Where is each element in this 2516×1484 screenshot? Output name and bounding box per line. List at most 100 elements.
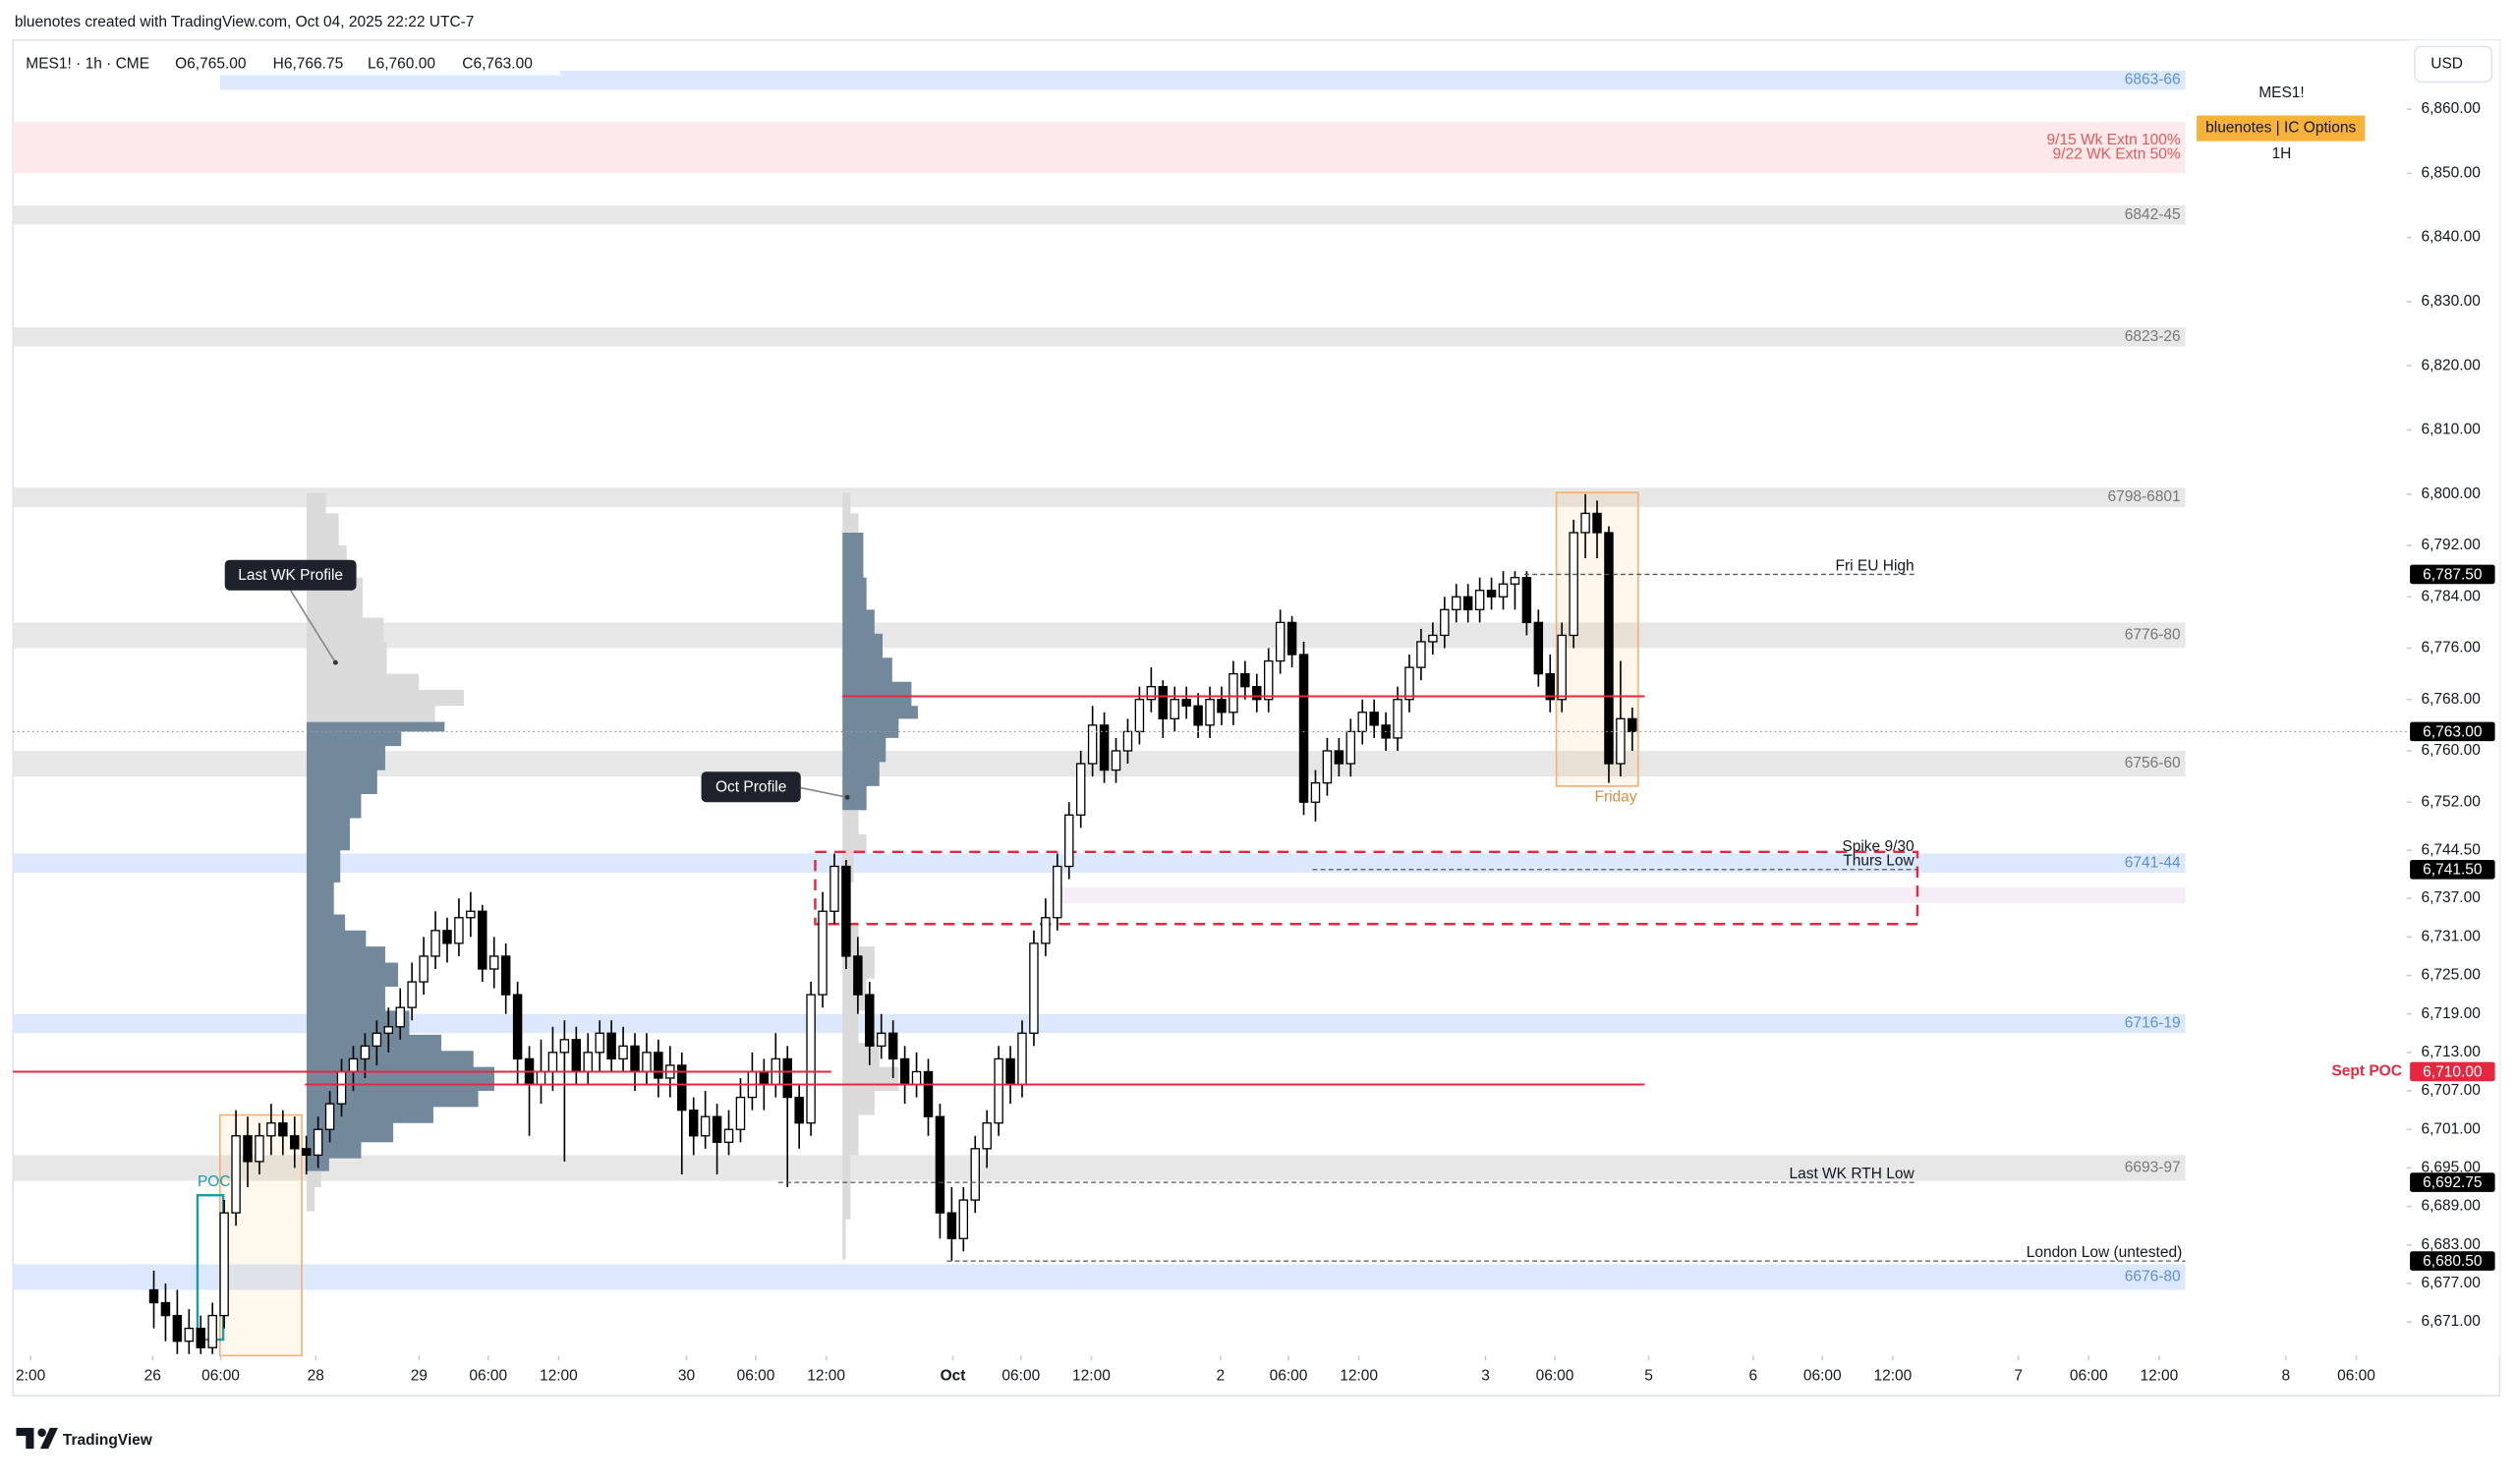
x-tick-label: 12:00 xyxy=(2141,1368,2179,1385)
candle-body xyxy=(160,1301,171,1317)
profile-oct-lower xyxy=(842,810,899,1260)
x-tick-label: 6 xyxy=(1748,1368,1757,1385)
candle-body xyxy=(536,1070,546,1086)
candle-body xyxy=(1193,705,1203,726)
x-tick-label: 2 xyxy=(1216,1368,1225,1385)
x-tick-label: 12:00 xyxy=(540,1368,578,1385)
candle-body xyxy=(172,1314,183,1342)
y-tick-label: 6,695.00 xyxy=(2422,1160,2482,1176)
candle-body xyxy=(1181,699,1191,707)
candle-body xyxy=(1217,699,1227,713)
watermark-badge xyxy=(2196,115,2366,142)
x-tick-label: 12:00 xyxy=(807,1368,845,1385)
zone-label: 6756-60 xyxy=(2125,755,2181,771)
zone xyxy=(219,70,2186,90)
x-tick-label: 3 xyxy=(1481,1368,1490,1385)
y-tick-label: 6,810.00 xyxy=(2422,422,2482,438)
candle-body xyxy=(1334,750,1344,765)
candle-body xyxy=(1393,699,1402,739)
x-tick-label: 06:00 xyxy=(469,1368,507,1385)
candle-body xyxy=(1017,1032,1027,1086)
y-tick-label: 6,752.00 xyxy=(2422,793,2482,810)
candle-body xyxy=(313,1128,323,1157)
candle-body xyxy=(1416,641,1426,668)
price-box xyxy=(2410,1061,2495,1082)
x-tick-label: 2:00 xyxy=(16,1368,46,1385)
candle-body xyxy=(301,1148,312,1157)
level-label: Spike 9/30 xyxy=(1842,838,1915,855)
candle-body xyxy=(1053,865,1062,919)
y-tick-label: 6,689.00 xyxy=(2422,1198,2482,1215)
candle-body xyxy=(1474,590,1485,610)
candle-body xyxy=(735,1096,746,1130)
candle-body xyxy=(1205,699,1215,726)
candle-body xyxy=(618,1045,628,1060)
candle-body xyxy=(231,1135,241,1214)
legend-bg xyxy=(14,49,560,76)
x-tick-label: 28 xyxy=(308,1368,324,1385)
x-tick-label: 26 xyxy=(144,1368,161,1385)
logo-shape xyxy=(39,1427,58,1450)
candle-body xyxy=(1287,621,1297,656)
logo-shape xyxy=(37,1428,46,1438)
zone xyxy=(13,1013,2186,1034)
candle-body xyxy=(442,930,452,944)
legend-low: L6,760.00 xyxy=(368,55,435,72)
x-tick-label: 30 xyxy=(678,1368,696,1385)
x-tick-label: 06:00 xyxy=(201,1368,240,1385)
overlay: 6863-66 9/15 Wk Extn 100%9/22 WK Extn 50%… xyxy=(13,72,2407,1285)
candle-body xyxy=(1041,917,1051,944)
profile-oct-upper xyxy=(842,492,859,533)
x-tick-label: 06:00 xyxy=(737,1368,775,1385)
candle-body xyxy=(1533,621,1544,675)
candle-body xyxy=(1158,686,1169,719)
box-label: POC xyxy=(198,1173,231,1190)
candle-body xyxy=(1298,654,1309,803)
currency[interactable]: USD xyxy=(2430,55,2463,72)
y-tick-label: 6,768.00 xyxy=(2422,691,2482,708)
highlight-band xyxy=(1051,886,2186,904)
zone-label: 6842-45 xyxy=(2125,206,2181,223)
legend-high: H6,766.75 xyxy=(273,55,344,72)
candle-body xyxy=(454,917,464,944)
zone xyxy=(13,1264,2186,1290)
candle-body xyxy=(1275,621,1286,662)
candle-body xyxy=(1310,781,1321,803)
y-tick-label: 6,701.00 xyxy=(2422,1120,2482,1137)
candle-body xyxy=(478,910,487,970)
price-box-label: 6,787.50 xyxy=(2423,566,2483,583)
zone-label: 6776-80 xyxy=(2125,627,2181,644)
x-tick-label: 5 xyxy=(1644,1368,1653,1385)
candle-body xyxy=(1252,686,1262,701)
candle-body xyxy=(184,1328,195,1342)
candle-body xyxy=(1111,750,1121,771)
y-tick-label: 6,725.00 xyxy=(2422,967,2482,984)
price-box-label: 6,710.00 xyxy=(2423,1063,2483,1080)
brand: TradingView xyxy=(63,1432,153,1449)
candle-body xyxy=(1616,717,1626,765)
x-tick-label: 06:00 xyxy=(1803,1368,1842,1385)
candle-body xyxy=(207,1314,217,1348)
candle-body xyxy=(266,1122,276,1137)
candle-body xyxy=(395,1006,405,1028)
y-tick-label: 6,707.00 xyxy=(2422,1082,2482,1099)
y-tick-label: 6,671.00 xyxy=(2422,1313,2482,1330)
x-tick-label: 7 xyxy=(2014,1368,2023,1385)
legend-open: O6,765.00 xyxy=(175,55,247,72)
zone-label: 6798-6801 xyxy=(2108,488,2181,505)
candle-body xyxy=(559,1039,570,1054)
candle-body xyxy=(466,910,476,919)
candle-body xyxy=(1557,634,1567,701)
candle-body xyxy=(547,1052,558,1073)
level-label: Sept POC xyxy=(2331,1063,2401,1080)
candle-body xyxy=(853,955,863,996)
y-tick-label: 6,713.00 xyxy=(2422,1044,2482,1060)
logo-shape xyxy=(16,1427,34,1450)
candle-body xyxy=(1122,730,1133,752)
y-tick-label: 6,677.00 xyxy=(2422,1275,2482,1291)
y-tick-label: 6,860.00 xyxy=(2422,100,2482,117)
legend-close: C6,763.00 xyxy=(462,55,533,72)
currency-box[interactable] xyxy=(2414,45,2493,84)
